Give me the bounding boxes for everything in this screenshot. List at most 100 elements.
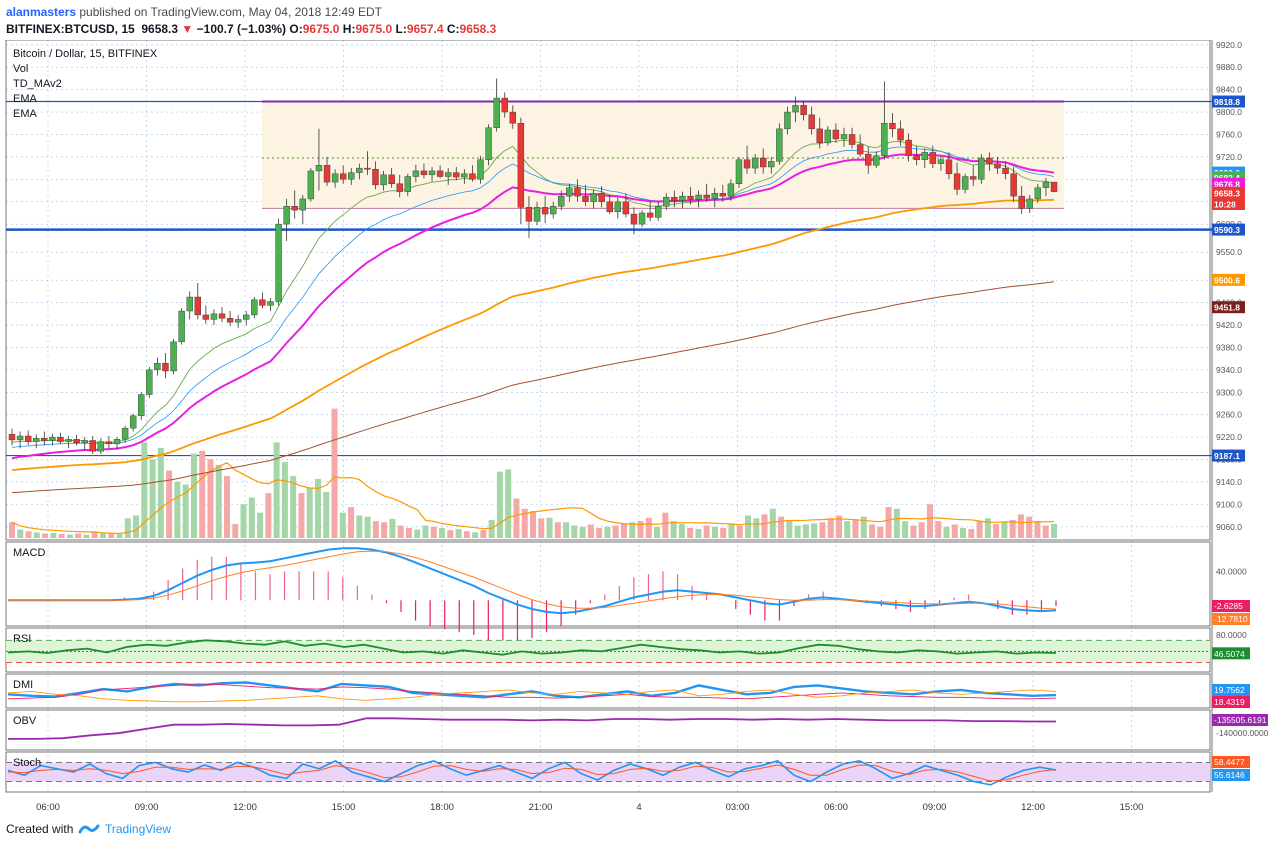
y-tick-label: 9060.0 bbox=[1216, 522, 1242, 532]
volume-bar bbox=[852, 520, 859, 538]
volume-bar bbox=[620, 523, 627, 538]
chart-header: alanmasters published on TradingView.com… bbox=[0, 0, 1280, 40]
candle-body bbox=[711, 193, 718, 199]
close-value: 9658.3 bbox=[459, 22, 497, 36]
candle-body bbox=[24, 435, 32, 442]
candle-body bbox=[372, 169, 379, 186]
candle-body bbox=[655, 206, 662, 218]
candle-body bbox=[1042, 181, 1050, 188]
volume-bar bbox=[356, 515, 363, 538]
volume-bar bbox=[778, 516, 785, 538]
publish-info: alanmasters published on TradingView.com… bbox=[6, 5, 382, 19]
dmi-tag bbox=[1212, 684, 1250, 696]
volume-bar bbox=[505, 469, 512, 538]
candle-body bbox=[646, 212, 654, 218]
volume-bar bbox=[372, 521, 379, 538]
volume-bar bbox=[232, 523, 239, 538]
candle-body bbox=[81, 440, 88, 443]
rsi-series-line bbox=[7, 639, 1057, 656]
volume-bar bbox=[1026, 516, 1033, 538]
stoch-tag-2 bbox=[1212, 769, 1250, 781]
candle-body bbox=[251, 299, 258, 316]
tradingview-brand-link[interactable]: TradingView bbox=[105, 822, 172, 836]
obv-title: OBV bbox=[13, 715, 37, 727]
volume-ma-line bbox=[11, 462, 1055, 535]
volume-bar bbox=[687, 527, 694, 538]
candle-body bbox=[873, 155, 880, 166]
volume-bar bbox=[348, 507, 355, 538]
volume-bar bbox=[133, 515, 140, 538]
volume-bar bbox=[745, 515, 752, 538]
candle-body bbox=[299, 198, 306, 211]
volume-bar bbox=[604, 526, 611, 538]
candle-body bbox=[598, 193, 605, 202]
volume-bar bbox=[645, 517, 652, 538]
volume-bar bbox=[513, 498, 520, 538]
volume-bar bbox=[50, 532, 57, 538]
price-tag-label: 9818.8 bbox=[1214, 97, 1240, 107]
volume-bar bbox=[149, 459, 156, 538]
dmi-tag-label: 19.7562 bbox=[1214, 685, 1245, 695]
x-tick-label: 03:00 bbox=[726, 802, 750, 813]
volume-bar bbox=[58, 534, 65, 538]
volume-bar bbox=[968, 529, 975, 538]
volume-bar bbox=[984, 518, 991, 538]
volume-bar bbox=[273, 442, 280, 538]
candle-body bbox=[339, 173, 347, 180]
macd-tick-label: 40.0000 bbox=[1216, 566, 1247, 576]
volume-bar bbox=[596, 527, 603, 538]
volume-bar bbox=[257, 512, 264, 538]
candle-body bbox=[49, 436, 56, 441]
y-tick-label: 9420.0 bbox=[1216, 320, 1242, 330]
td-ma-line bbox=[11, 139, 1055, 443]
volume-bar bbox=[844, 521, 851, 538]
legend-item: TD_MAv2 bbox=[13, 78, 62, 90]
volume-bar bbox=[166, 470, 173, 538]
volume-bar bbox=[951, 524, 958, 538]
volume-bar bbox=[794, 525, 801, 538]
candle-body bbox=[477, 159, 484, 180]
volume-bar bbox=[670, 521, 677, 538]
candle-body bbox=[323, 165, 331, 183]
volume-bar bbox=[281, 462, 288, 538]
volume-bar bbox=[496, 471, 503, 538]
volume-bar bbox=[207, 459, 214, 538]
candle-body bbox=[970, 176, 977, 180]
candle-body bbox=[57, 436, 64, 442]
volume-bar bbox=[405, 527, 412, 538]
candle-body bbox=[412, 170, 420, 177]
candle-body bbox=[719, 193, 727, 197]
chart-canvas[interactable]: 06:00 09:00 12:00 15:00 18:00 21:00 4 03:00 06:0… bbox=[0, 40, 1280, 814]
y-tick-label: 9840.0 bbox=[1216, 85, 1242, 95]
volume-bar bbox=[926, 504, 933, 538]
candle-body bbox=[259, 299, 266, 306]
candle-body bbox=[590, 193, 597, 202]
candle-body bbox=[291, 206, 298, 211]
open-value: 9675.0 bbox=[302, 22, 340, 36]
candle-body bbox=[703, 194, 710, 199]
volume-bar bbox=[786, 521, 793, 538]
candle-body bbox=[945, 159, 953, 174]
candle-body bbox=[170, 341, 177, 372]
candle-body bbox=[1034, 187, 1042, 200]
candle-body bbox=[234, 319, 242, 323]
stoch-band bbox=[6, 762, 1210, 782]
dmi-tag-2 bbox=[1212, 696, 1250, 708]
volume-bar bbox=[199, 450, 206, 538]
candle-body bbox=[582, 195, 589, 202]
y-tick-label: 9920.0 bbox=[1216, 40, 1242, 50]
volume-bar bbox=[802, 524, 809, 538]
volume-bar bbox=[835, 515, 842, 538]
volume-bar bbox=[711, 526, 718, 538]
candle-body bbox=[210, 313, 218, 320]
candle-body bbox=[792, 105, 799, 113]
candle-body bbox=[549, 206, 557, 215]
macd-signal-tag bbox=[1212, 613, 1250, 625]
candle-body bbox=[364, 167, 371, 170]
stoch-tag-2-label: 55.6146 bbox=[1214, 770, 1245, 780]
author-link[interactable]: alanmasters bbox=[6, 5, 77, 19]
volume-bar bbox=[918, 522, 925, 538]
candle-body bbox=[16, 435, 24, 441]
symbol-label: BITFINEX:BTCUSD, 15 bbox=[6, 22, 135, 36]
volume-bar bbox=[571, 525, 578, 538]
